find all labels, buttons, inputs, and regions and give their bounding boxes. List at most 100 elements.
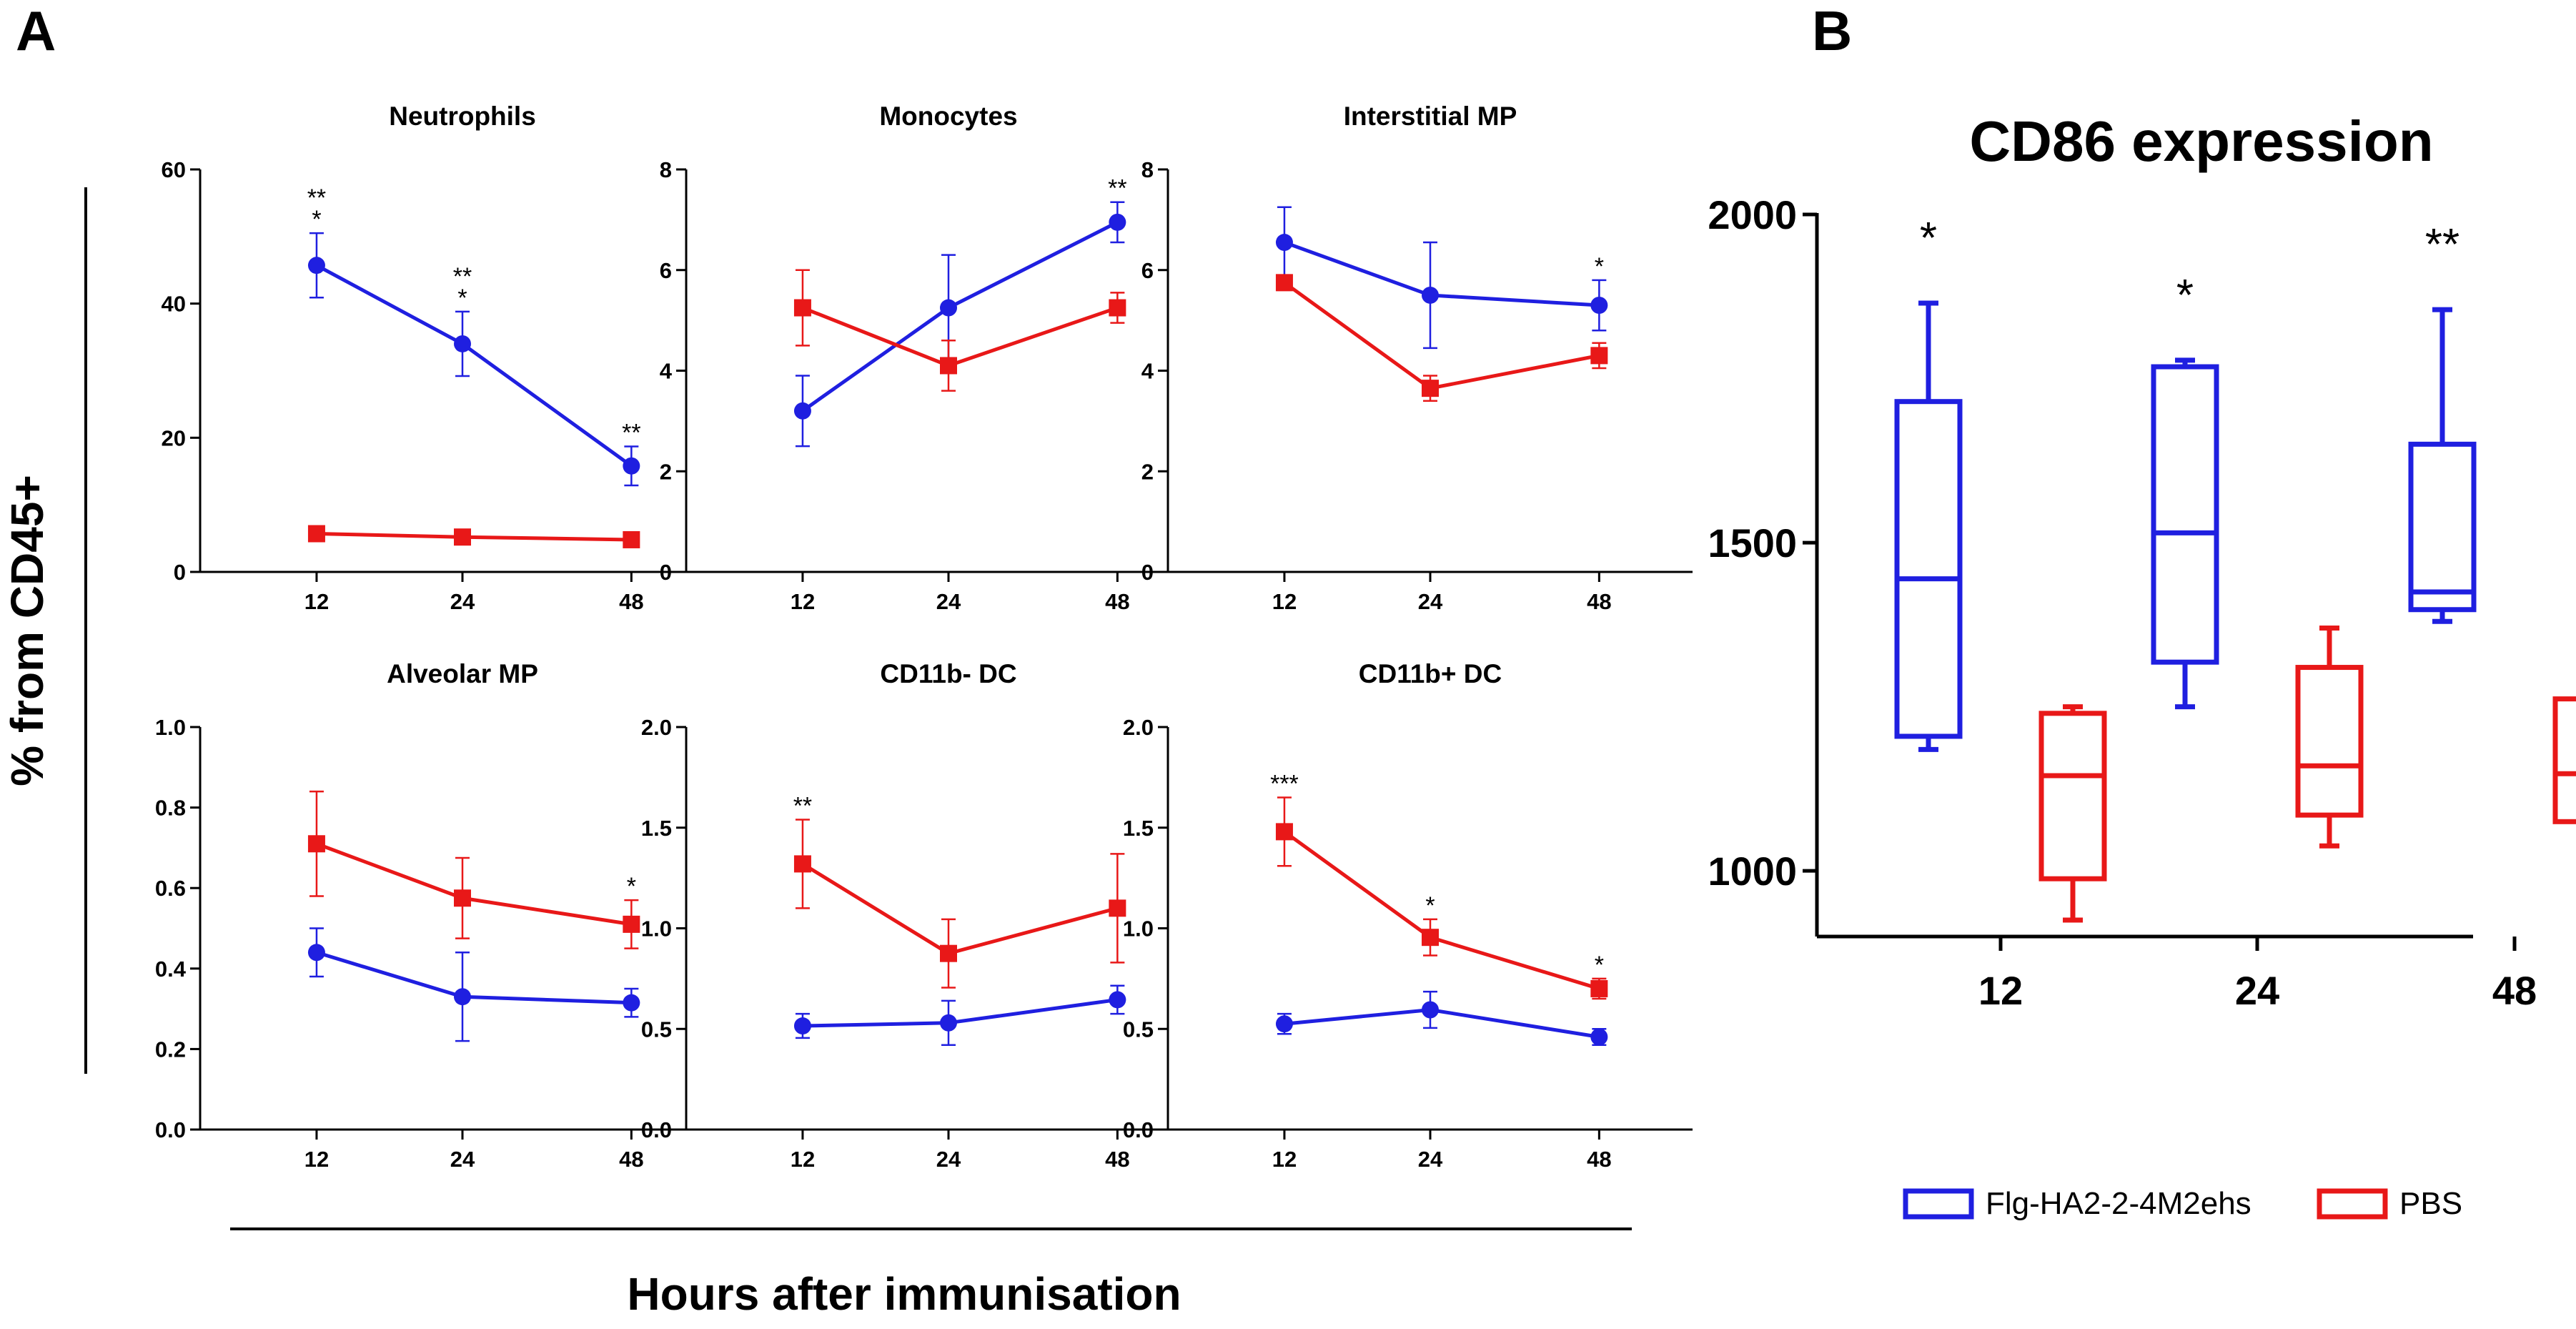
data-point-circle bbox=[1422, 1001, 1439, 1019]
chart-title: CD11b+ DC bbox=[1359, 659, 1502, 688]
x-tick-label: 48 bbox=[1587, 1147, 1611, 1172]
y-tick-label: 1000 bbox=[1708, 849, 1797, 894]
y-tick-label: 1.5 bbox=[1123, 816, 1154, 841]
significance-marker: * bbox=[1595, 952, 1604, 979]
x-tick-label: 12 bbox=[304, 589, 329, 614]
chart-cd11b-plus-dc: CD11b+ DC0.00.51.01.52.012 24 48***** bbox=[1123, 659, 1693, 1172]
y-tick-label: 2 bbox=[1141, 459, 1154, 484]
data-point-square bbox=[623, 530, 640, 548]
y-tick-label: 0.0 bbox=[641, 1117, 672, 1142]
y-tick-label: 60 bbox=[162, 157, 186, 182]
data-point-circle bbox=[940, 1014, 957, 1032]
y-tick-label: 1500 bbox=[1708, 520, 1797, 565]
chart-alveolar-mp: Alveolar MP 0.0 0.2 0.4 0.6 0.8 1.0 12 24 48 * bbox=[155, 659, 725, 1172]
x-tick-label: 48 bbox=[619, 1147, 643, 1172]
legend-label: PBS bbox=[2399, 1186, 2462, 1221]
significance-marker: * bbox=[2176, 271, 2194, 320]
x-tick-label: 24 bbox=[936, 1147, 961, 1172]
significance-marker: ** bbox=[307, 184, 326, 212]
data-point-circle bbox=[1422, 286, 1439, 304]
data-point-circle bbox=[793, 1017, 811, 1035]
x-tick-label: 24 bbox=[1418, 589, 1443, 614]
data-point-circle bbox=[1275, 234, 1293, 252]
y-tick-label: 0.5 bbox=[1123, 1017, 1154, 1042]
data-point-square bbox=[454, 528, 471, 546]
x-tick-label: 12 bbox=[1978, 968, 2023, 1013]
data-point-circle bbox=[454, 335, 471, 352]
data-point-circle bbox=[454, 988, 471, 1006]
x-tick-label: 48 bbox=[2492, 968, 2537, 1013]
y-tick-label: 2000 bbox=[1708, 192, 1797, 237]
significance-marker: * bbox=[312, 206, 321, 233]
y-tick-label: 2.0 bbox=[641, 715, 672, 740]
x-tick-label: 48 bbox=[1105, 589, 1129, 614]
x-tick-label: 24 bbox=[2235, 968, 2279, 1013]
y-tick-label: 1.0 bbox=[155, 715, 186, 740]
y-tick-label: 4 bbox=[660, 359, 673, 384]
series-line-blue bbox=[802, 997, 1118, 1028]
box-iqr bbox=[2038, 711, 2107, 881]
chart-cd11b-minus-dc: CD11b- DC 0.0 0.5 1.0 1.5 2.0 12 24 48 ** bbox=[641, 659, 1211, 1172]
data-point-circle bbox=[793, 402, 811, 420]
significance-marker: * bbox=[1920, 214, 1937, 263]
y-tick-label: 6 bbox=[660, 258, 672, 283]
y-tick-label: 0.0 bbox=[1123, 1117, 1154, 1142]
chart-title: Neutrophils bbox=[389, 102, 536, 131]
y-tick-label: 4 bbox=[1141, 359, 1154, 384]
series-line-red bbox=[1283, 830, 1600, 991]
data-point-circle bbox=[1109, 991, 1126, 1009]
series-line-red bbox=[802, 306, 1119, 368]
significance-marker: * bbox=[1425, 892, 1435, 919]
data-point-square bbox=[1109, 299, 1126, 317]
data-point-square bbox=[1275, 274, 1293, 292]
y-tick-label: 2.0 bbox=[1123, 715, 1154, 740]
significance-marker: ** bbox=[453, 263, 472, 290]
data-point-square bbox=[793, 299, 811, 317]
legend-label: Flg-HA2-2-4M2ehs bbox=[1986, 1186, 2251, 1221]
y-tick-label: 8 bbox=[660, 157, 672, 182]
x-tick-label: 24 bbox=[1418, 1147, 1443, 1172]
series-line-blue bbox=[315, 263, 633, 468]
data-point-circle bbox=[1590, 1028, 1608, 1046]
series-line-blue bbox=[1284, 240, 1600, 307]
significance-marker: ** bbox=[622, 420, 640, 447]
data-point-square bbox=[1422, 380, 1439, 397]
x-tick-label: 24 bbox=[936, 589, 961, 614]
x-tick-label: 12 bbox=[1272, 1147, 1297, 1172]
x-tick-label: 24 bbox=[450, 1147, 475, 1172]
y-tick-label: 0.6 bbox=[155, 876, 186, 901]
y-tick-label: 0.4 bbox=[155, 957, 187, 982]
data-point-square bbox=[940, 357, 957, 375]
y-tick-label: 0 bbox=[1141, 560, 1154, 585]
significance-marker: * bbox=[457, 285, 467, 312]
chart-title: Monocytes bbox=[879, 102, 1017, 131]
x-tick-label: 48 bbox=[1587, 589, 1611, 614]
significance-marker: * bbox=[1595, 253, 1604, 280]
box-iqr bbox=[2295, 665, 2364, 818]
data-point-square bbox=[623, 915, 640, 933]
x-tick-label: 12 bbox=[1272, 589, 1297, 614]
panel-b-label: B bbox=[1812, 0, 1852, 62]
data-point-circle bbox=[940, 299, 957, 317]
y-tick-label: 6 bbox=[1141, 258, 1154, 283]
data-point-square bbox=[1275, 823, 1293, 841]
significance-marker: * bbox=[627, 873, 636, 900]
data-point-circle bbox=[307, 257, 325, 275]
data-point-square bbox=[307, 525, 325, 543]
x-tick-label: 12 bbox=[304, 1147, 329, 1172]
data-point-circle bbox=[1590, 297, 1608, 315]
x-tick-label: 12 bbox=[791, 589, 815, 614]
y-tick-label: 0 bbox=[174, 560, 186, 585]
chart-title: CD86 expression bbox=[1969, 109, 2433, 173]
series-line-blue bbox=[316, 950, 632, 1005]
y-tick-label: 1.0 bbox=[1123, 917, 1154, 942]
y-tick-label: 8 bbox=[1141, 157, 1154, 182]
data-point-square bbox=[307, 835, 325, 853]
y-tick-label: 1.5 bbox=[641, 816, 672, 841]
series-line-red bbox=[1283, 281, 1600, 390]
data-point-circle bbox=[1109, 213, 1126, 231]
significance-marker: ** bbox=[793, 792, 812, 819]
box-iqr bbox=[2408, 441, 2477, 613]
